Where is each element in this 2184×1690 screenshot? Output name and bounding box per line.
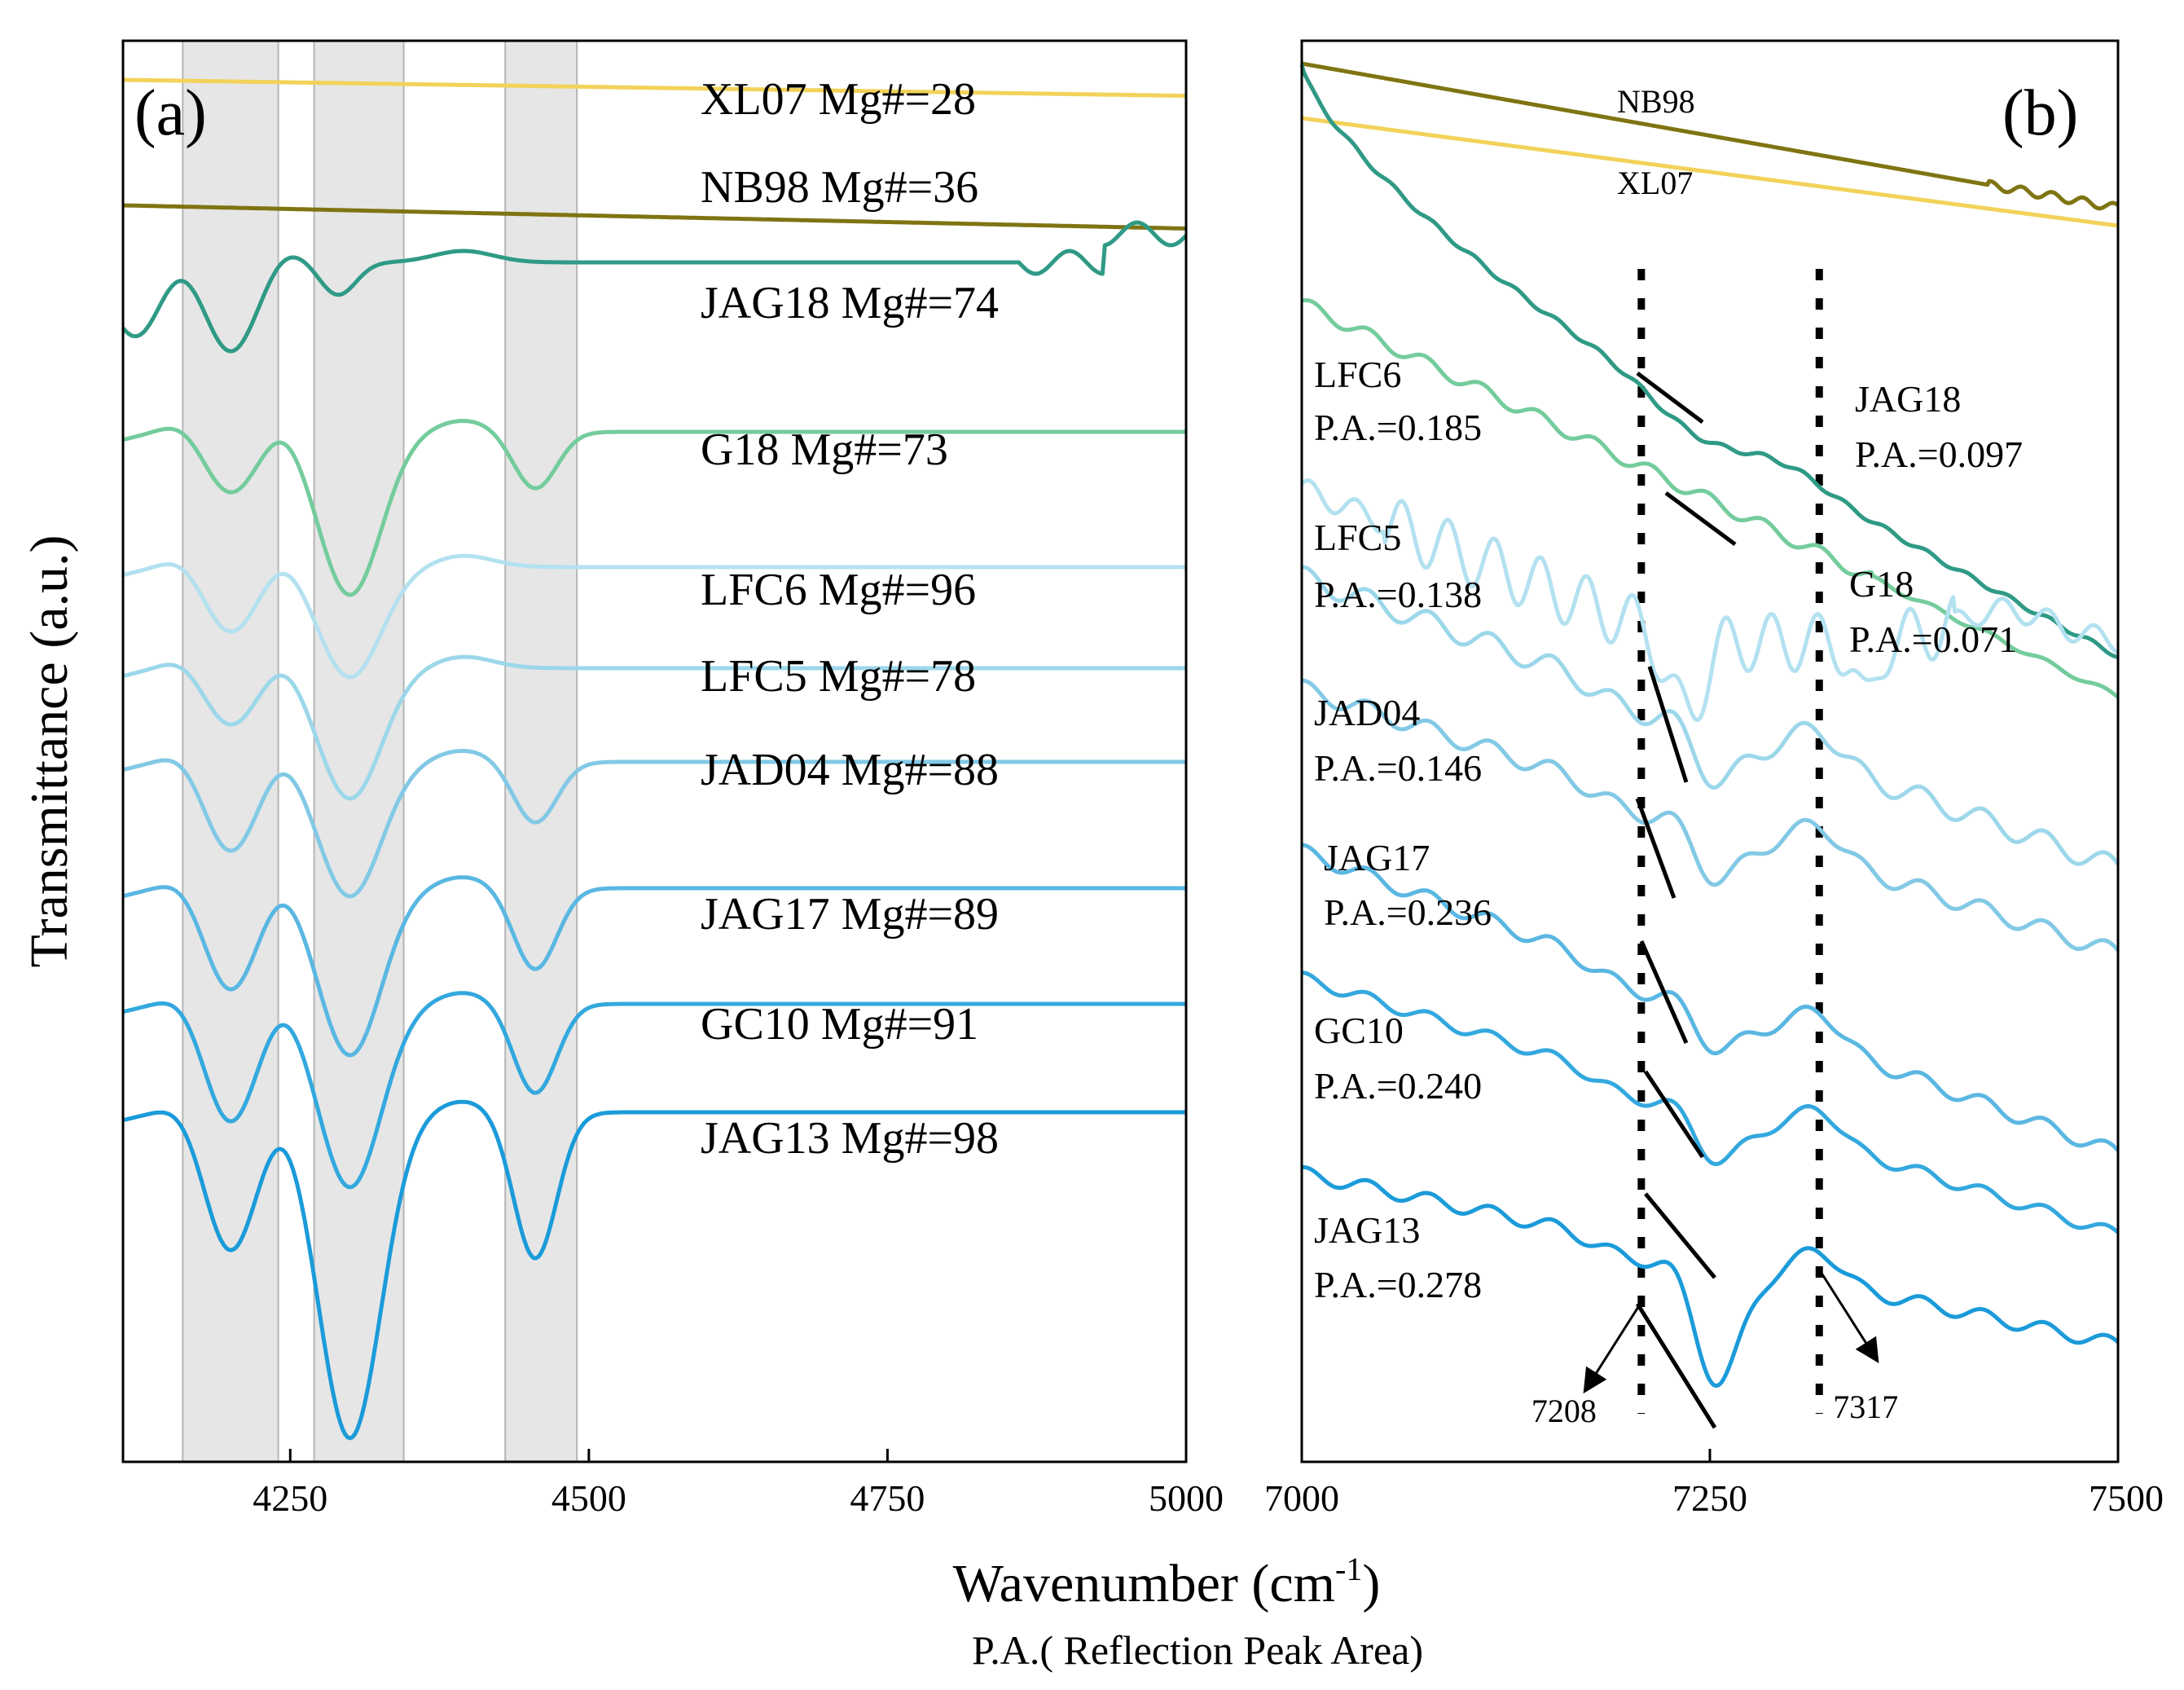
series-a-nb98 (122, 203, 1187, 231)
series-b-lfc5 (1301, 565, 2120, 866)
tangent-line-6 (1643, 1070, 1705, 1159)
series-a-gc10 (122, 991, 1186, 1190)
x-tick-label-b-7000: 7000 (1264, 1477, 1339, 1519)
footnote: P.A.( Reflection Peak Area) (972, 1627, 1423, 1673)
series-b-g18 (1301, 298, 2120, 699)
legend-a-lfc5: LFC5 Mg#=78 (701, 651, 976, 702)
series-a-jag17 (122, 875, 1186, 1058)
label-b-jag13: JAG13 (1314, 1209, 1420, 1251)
legend-a-lfc6: LFC6 Mg#=96 (701, 565, 976, 615)
pa-label-b-jad04: P.A.=0.146 (1314, 747, 1482, 789)
annotation-7317: 7317 (1833, 1389, 1898, 1425)
pa-label-b-gc10: P.A.=0.240 (1314, 1065, 1482, 1107)
arrow-7317 (1818, 1269, 1879, 1364)
series-a-jag13 (122, 1099, 1186, 1441)
x-tick-label-b-7500: 7500 (2089, 1477, 2164, 1519)
series-b-lfc6 (1300, 478, 2119, 723)
panel-b: NB98 XL07 JAG18 P.A.=0.097 G18 P.A.=0.071 LFC6… (1264, 39, 2164, 1519)
legend-a-jad04: JAD04 Mg#=88 (701, 745, 999, 795)
legend-a-g18: G18 Mg#=73 (701, 425, 948, 475)
pa-label-b-jag13: P.A.=0.278 (1314, 1264, 1482, 1305)
series-b-jag18 (1299, 64, 2119, 659)
legend-a-jag18: JAG18 Mg#=74 (701, 278, 999, 328)
label-b-lfc5: LFC5 (1314, 517, 1401, 558)
label-b-nb98: NB98 (1617, 83, 1695, 120)
series-a-jad04 (122, 749, 1186, 899)
legend-a-nb98: NB98 Mg#=36 (701, 162, 978, 213)
arrow-7208 (1583, 1301, 1643, 1394)
x-tick-label-a-4750: 4750 (850, 1477, 925, 1519)
x-axis-title-close: ) (1362, 1554, 1380, 1613)
series-a-lfc5 (122, 654, 1186, 801)
series-a-lfc6 (122, 553, 1186, 680)
series-b-xl07 (1301, 116, 2119, 228)
annotation-7208: 7208 (1531, 1393, 1597, 1429)
label-b-xl07: XL07 (1617, 165, 1693, 201)
series-a-xl07 (123, 77, 1187, 99)
series-a-jag18 (121, 220, 1188, 354)
series-b-jag13 (1301, 1164, 2120, 1389)
series-b-jag17 (1301, 843, 2120, 1152)
x-tick-label-a-4500: 4500 (551, 1477, 626, 1519)
x-axis-title-main: Wavenumber (cm (953, 1554, 1335, 1613)
label-b-gc10: GC10 (1314, 1010, 1404, 1051)
series-b-jad04 (1301, 678, 2120, 952)
x-axis-title-sup: -1 (1335, 1551, 1362, 1587)
tangent-line-5 (1639, 940, 1689, 1045)
label-b-jad04: JAD04 (1314, 692, 1420, 733)
legend-a-jag17: JAG17 Mg#=89 (701, 889, 999, 940)
label-b-jag18: JAG18 (1855, 378, 1961, 420)
pa-label-b-lfc6: P.A.=0.185 (1314, 407, 1482, 448)
tangent-line-7 (1644, 1192, 1716, 1279)
panel-a-frame (121, 39, 1188, 1463)
legend-a-xl07: XL07 Mg#=28 (701, 74, 976, 125)
x-axis-title: Wavenumber (cm-1) (953, 1551, 1381, 1613)
pa-label-b-jag18: P.A.=0.097 (1855, 434, 2023, 475)
label-b-jag17: JAG17 (1324, 837, 1430, 878)
shaded-band-1 (182, 40, 279, 1463)
panel-a: XL07 Mg#=28 NB98 Mg#=36 JAG18 Mg#=74 G18 Mg… (121, 39, 1224, 1519)
series-b-nb98 (1301, 61, 2120, 211)
x-tick-label-a-4250: 4250 (253, 1477, 327, 1519)
legend-a-gc10: GC10 Mg#=91 (701, 999, 978, 1050)
tangent-line-2 (1664, 491, 1737, 547)
legend-a-jag13: JAG13 Mg#=98 (701, 1113, 999, 1164)
tangent-line-1 (1636, 372, 1704, 424)
pa-label-b-jag17: P.A.=0.236 (1324, 891, 1492, 933)
tangent-line-4 (1635, 798, 1676, 899)
label-b-lfc6: LFC6 (1314, 354, 1401, 395)
x-tick-label-b-7250: 7250 (1672, 1477, 1747, 1519)
y-axis-title: Transmittance (a.u.) (20, 535, 79, 968)
pa-label-b-lfc5: P.A.=0.138 (1314, 574, 1482, 615)
tangent-line-3 (1647, 666, 1689, 783)
panel-b-tag: (b) (2002, 77, 2078, 149)
x-tick-label-a-5000: 5000 (1149, 1477, 1224, 1519)
panel-a-tag: (a) (134, 77, 207, 149)
tangent-line-8 (1635, 1302, 1717, 1429)
series-a-g18 (122, 419, 1186, 597)
series-b-gc10 (1301, 970, 2120, 1234)
pa-label-b-g18: P.A.=0.071 (1849, 618, 2017, 660)
label-b-g18: G18 (1849, 563, 1914, 605)
